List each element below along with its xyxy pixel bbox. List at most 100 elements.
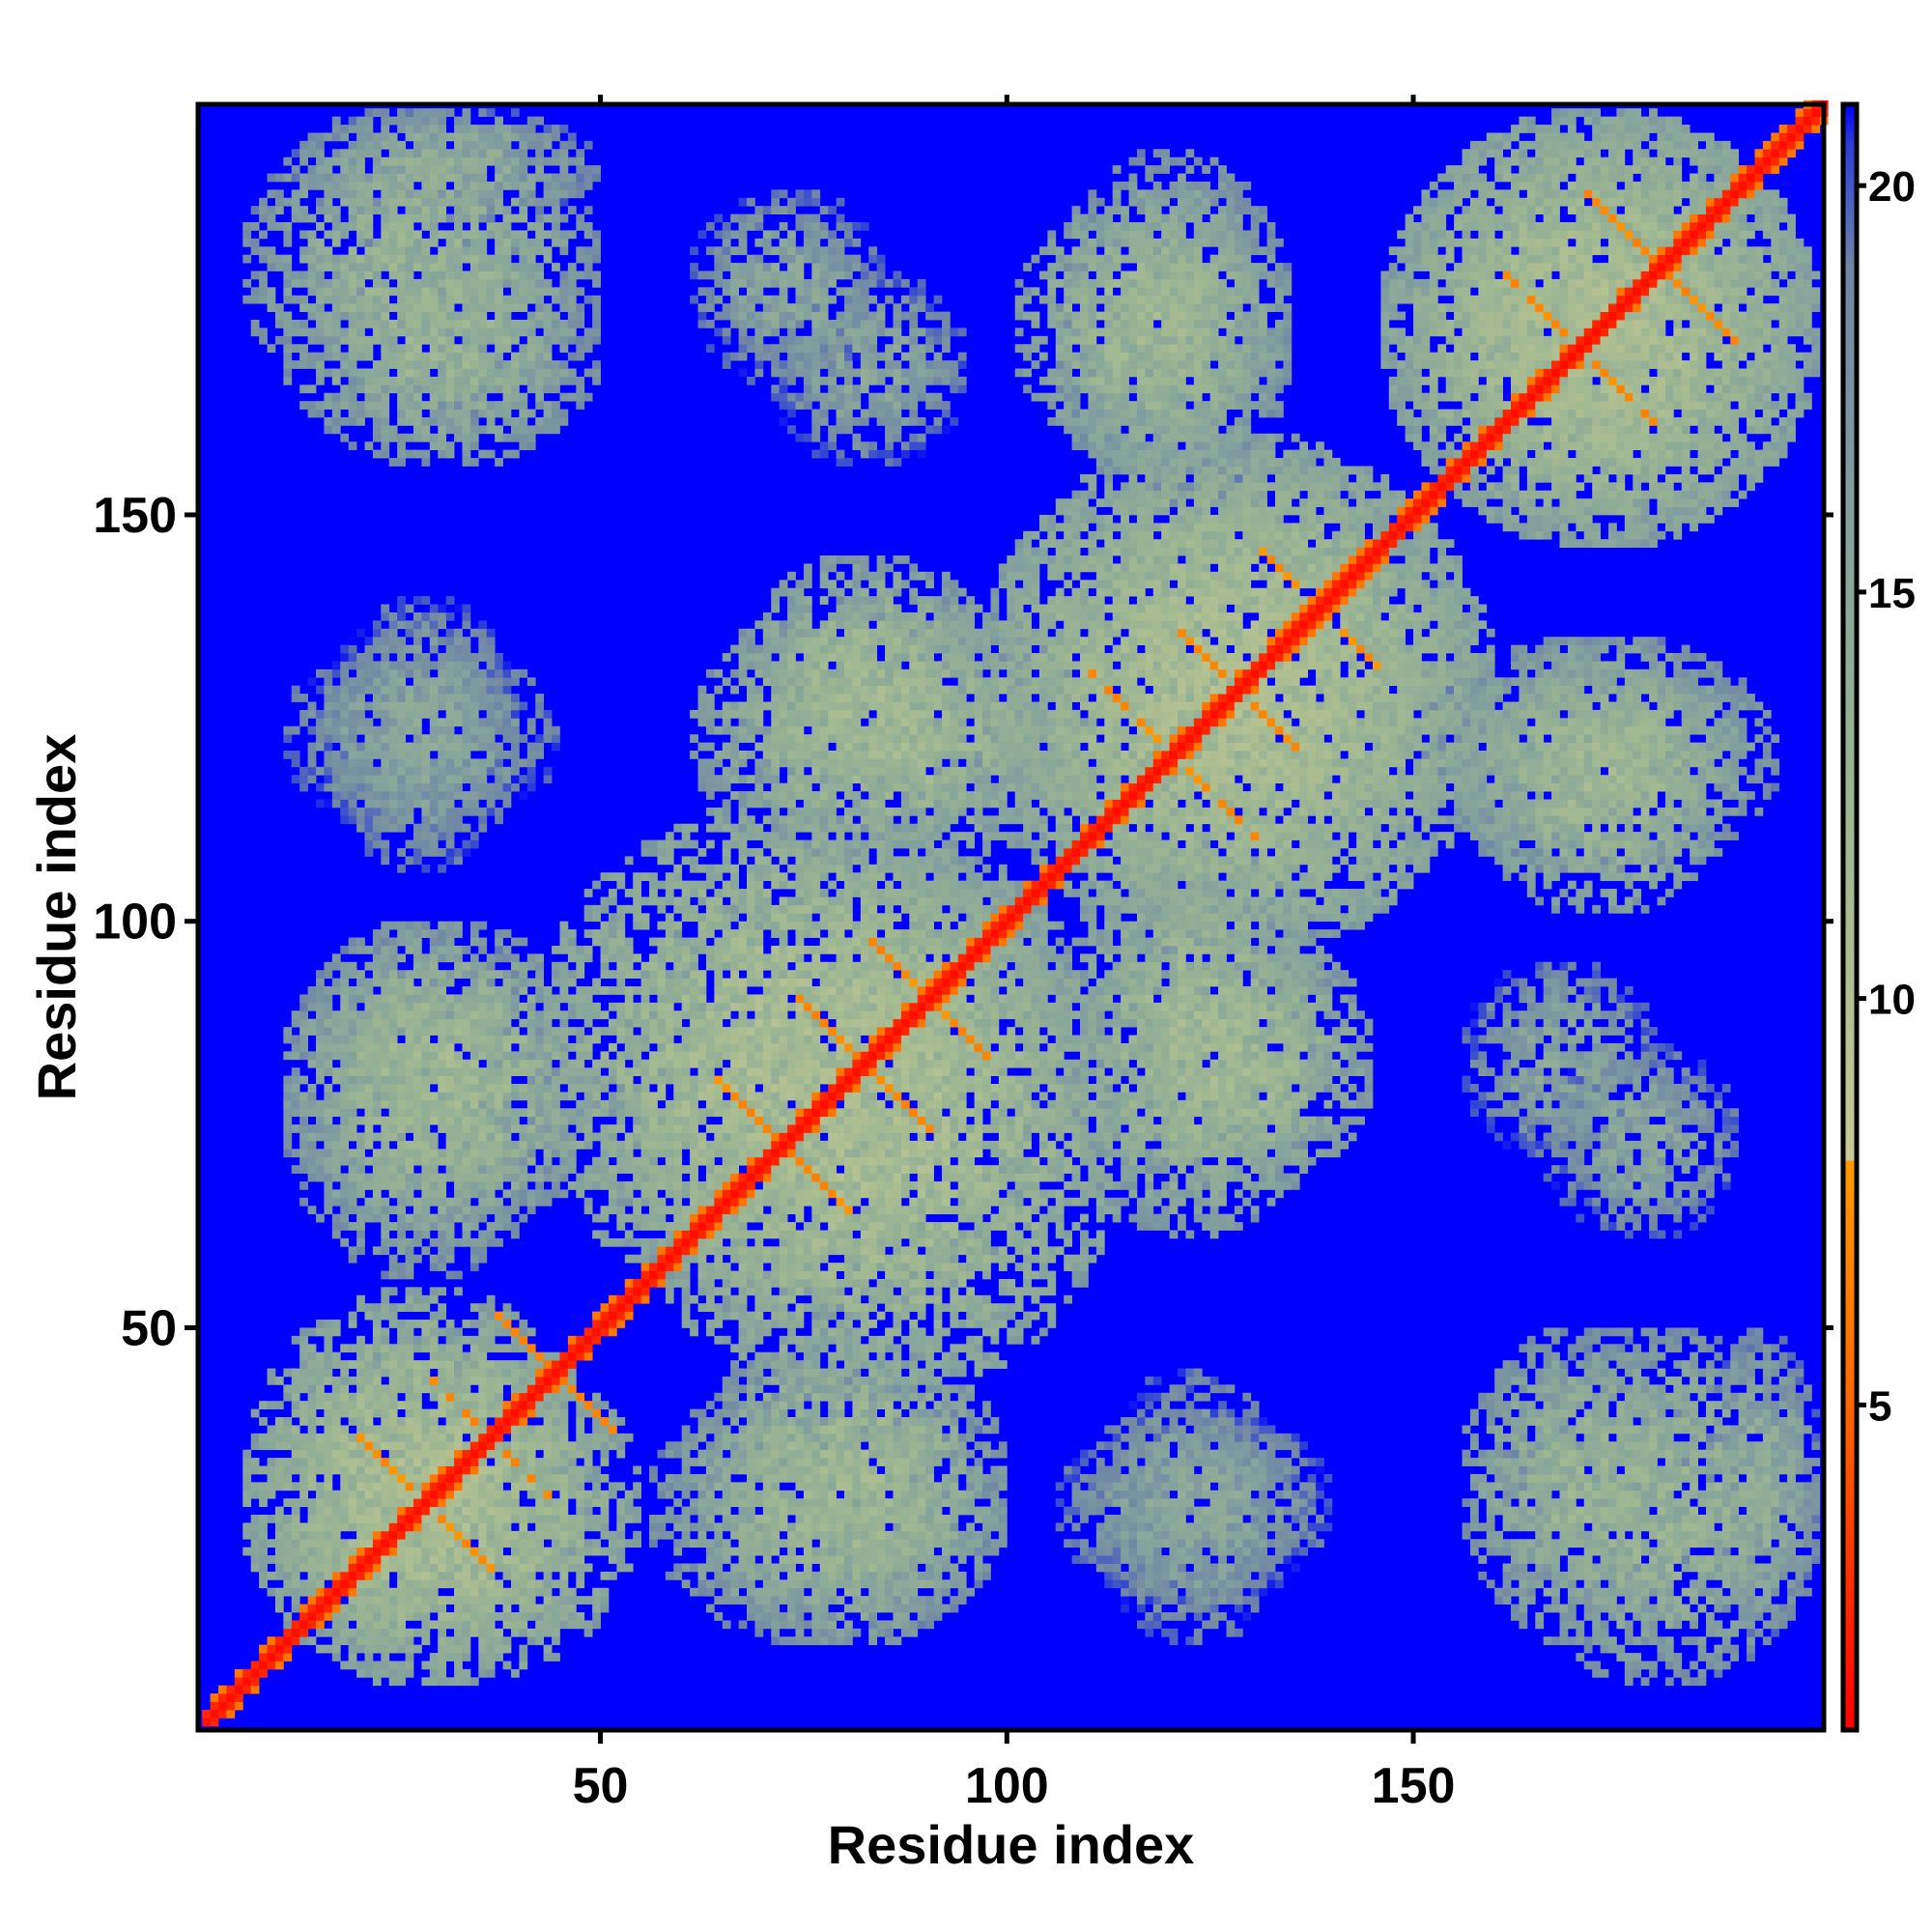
heatmap-cell	[495, 1482, 503, 1492]
heatmap-cell	[421, 1051, 431, 1061]
heatmap-cell	[388, 458, 398, 467]
heatmap-cell	[316, 1458, 325, 1466]
heatmap-cell	[624, 1563, 634, 1573]
heatmap-cell	[583, 1547, 593, 1556]
heatmap-cell	[299, 1002, 308, 1011]
heatmap-cell	[543, 994, 553, 1004]
heatmap-cell	[519, 1360, 528, 1369]
heatmap-cell	[543, 1587, 553, 1597]
heatmap-cell	[331, 401, 341, 410]
heatmap-cell	[478, 701, 488, 711]
heatmap-cell	[226, 1685, 236, 1694]
heatmap-cell	[331, 149, 341, 158]
heatmap-cell	[438, 653, 447, 662]
heatmap-cell	[299, 1018, 308, 1028]
heatmap-cell	[576, 173, 585, 183]
heatmap-cell	[299, 181, 308, 190]
heatmap-cell	[364, 409, 374, 418]
heatmap-cell	[478, 1530, 488, 1540]
heatmap-cell	[478, 718, 488, 727]
heatmap-cell	[381, 1458, 390, 1466]
heatmap-cell	[331, 1189, 341, 1199]
heatmap-cell	[438, 278, 447, 288]
heatmap-cell	[445, 1539, 455, 1548]
heatmap-cell	[438, 1051, 447, 1061]
heatmap-cell	[405, 856, 414, 866]
heatmap-cell	[510, 1563, 520, 1573]
heatmap-cell	[429, 344, 439, 354]
heatmap-cell	[552, 1084, 560, 1093]
heatmap-cell	[543, 1433, 553, 1442]
heatmap-cell	[259, 1490, 268, 1499]
heatmap-cell	[600, 1213, 610, 1223]
heatmap-cell	[372, 807, 382, 816]
heatmap-cell	[421, 1620, 431, 1630]
heatmap-cell	[388, 303, 398, 312]
heatmap-cell	[478, 1620, 488, 1630]
heatmap-cell	[486, 1628, 496, 1637]
heatmap-cell	[454, 1010, 463, 1020]
heatmap-cell	[438, 1311, 447, 1321]
heatmap-cell	[291, 1547, 300, 1556]
heatmap-cell	[348, 750, 357, 759]
heatmap-cell	[316, 1156, 325, 1166]
heatmap-cell	[510, 1530, 520, 1540]
heatmap-cell	[445, 1230, 455, 1239]
heatmap-cell	[356, 1189, 365, 1199]
heatmap-cell	[616, 872, 626, 882]
heatmap-cell	[633, 1165, 642, 1174]
heatmap-cell	[429, 197, 439, 207]
heatmap-cell	[283, 1392, 293, 1402]
heatmap-cell	[356, 320, 365, 328]
heatmap-cell	[356, 1294, 365, 1304]
heatmap-cell	[445, 295, 455, 304]
heatmap-cell	[502, 433, 512, 442]
heatmap-cell	[283, 238, 293, 247]
heatmap-cell	[445, 839, 455, 849]
heatmap-cell	[307, 1099, 317, 1109]
heatmap-cell	[526, 125, 536, 133]
heatmap-cell	[519, 1384, 528, 1394]
heatmap-cell	[250, 1530, 260, 1540]
heatmap-cell	[486, 1116, 496, 1125]
heatmap-cell	[429, 1449, 439, 1459]
heatmap-cell	[438, 1197, 447, 1207]
heatmap-cell	[413, 327, 422, 337]
heatmap-cell	[559, 1458, 569, 1466]
heatmap-cell	[469, 1344, 479, 1353]
heatmap-cell	[526, 1132, 536, 1142]
heatmap-cell	[445, 360, 455, 369]
heatmap-cell	[397, 392, 406, 402]
heatmap-cell	[608, 1320, 617, 1328]
heatmap-cell	[429, 1237, 439, 1247]
heatmap-cell	[502, 694, 512, 702]
heatmap-cell	[616, 937, 626, 947]
heatmap-cell	[274, 1465, 284, 1475]
heatmap-cell	[299, 213, 308, 223]
heatmap-cell	[388, 376, 398, 385]
heatmap-cell	[454, 1165, 463, 1174]
heatmap-cell	[316, 799, 325, 809]
heatmap-cell	[559, 945, 569, 954]
heatmap-cell	[567, 1067, 577, 1076]
heatmap-cell	[356, 1222, 365, 1231]
heatmap-cell	[429, 1530, 439, 1540]
heatmap-cell	[307, 1587, 317, 1597]
heatmap-cell	[324, 401, 333, 410]
heatmap-cell	[364, 1206, 374, 1215]
heatmap-cell	[299, 718, 308, 727]
heatmap-cell	[413, 694, 422, 702]
heatmap-cell	[519, 1051, 528, 1061]
heatmap-cell	[381, 1002, 390, 1011]
heatmap-cell	[478, 246, 488, 256]
heatmap-cell	[583, 1180, 593, 1190]
heatmap-cell	[397, 611, 406, 621]
heatmap-cell	[608, 1311, 617, 1321]
heatmap-cell	[372, 238, 382, 247]
heatmap-cell	[462, 694, 471, 702]
heatmap-cell	[388, 1108, 398, 1118]
heatmap-cell	[502, 1441, 512, 1451]
heatmap-cell	[576, 222, 585, 231]
heatmap-cell	[454, 1596, 463, 1605]
heatmap-cell	[307, 1620, 317, 1630]
